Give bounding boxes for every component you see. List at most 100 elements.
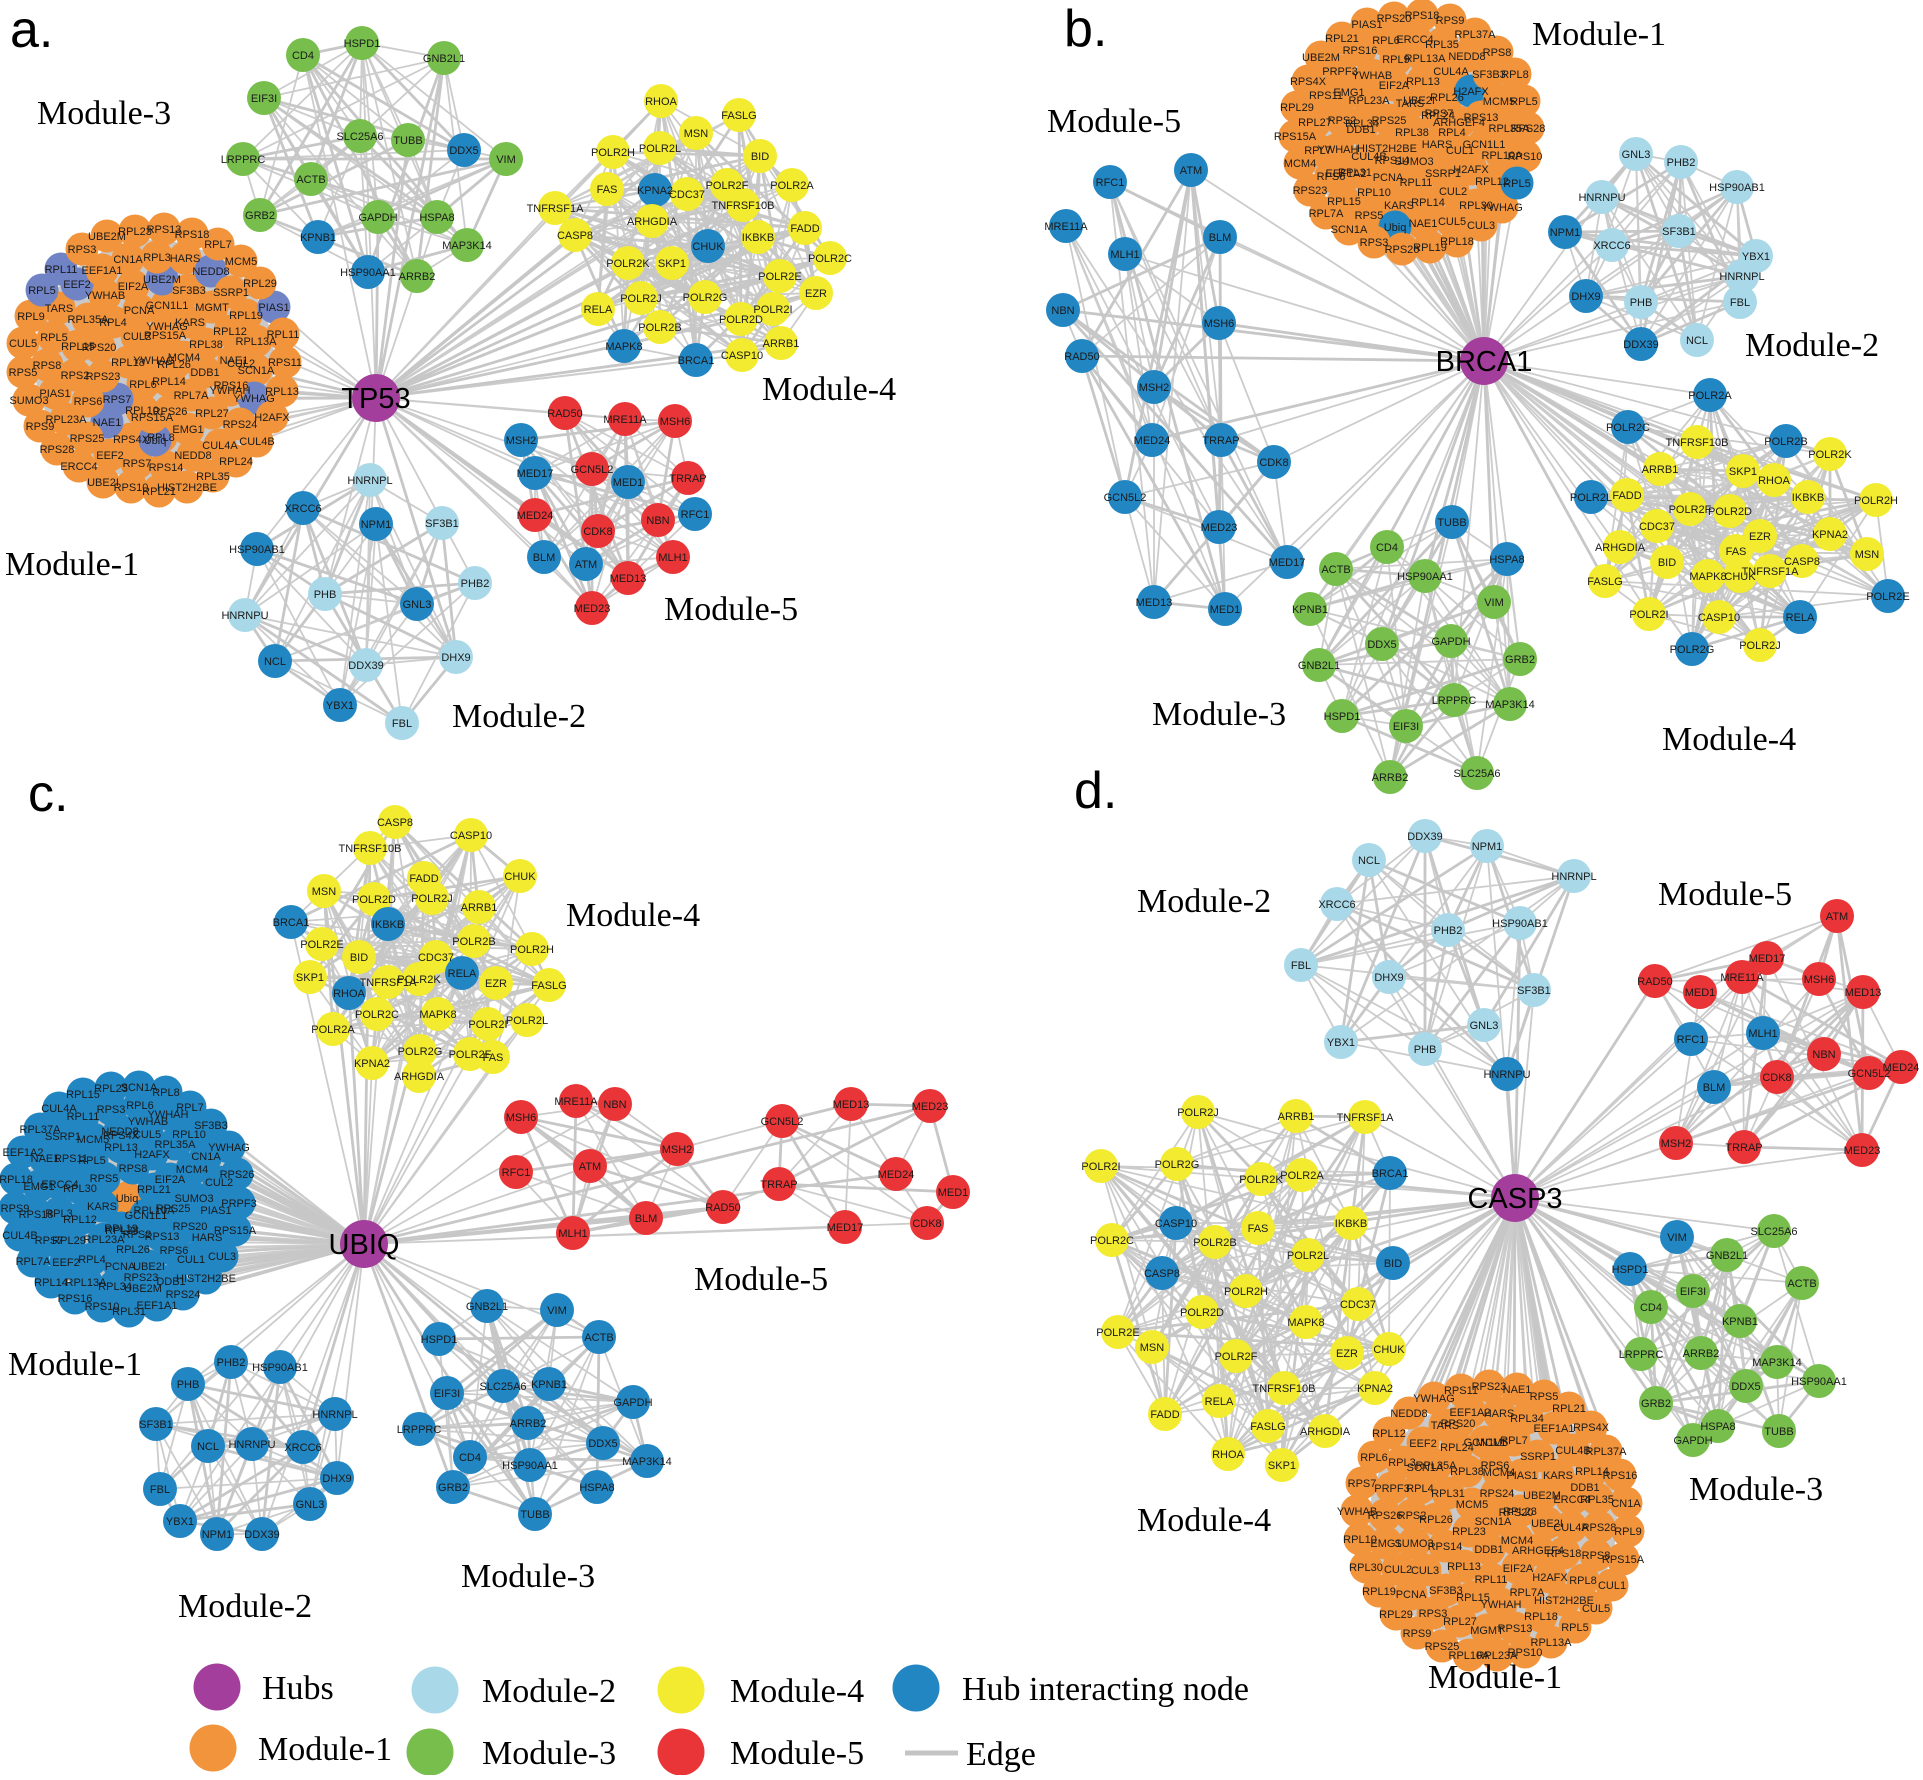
svg-text:RPL35A: RPL35A bbox=[1416, 1460, 1458, 1472]
svg-text:POLR2J: POLR2J bbox=[1739, 640, 1781, 652]
svg-text:RPL7: RPL7 bbox=[1304, 145, 1332, 157]
svg-text:Module-3: Module-3 bbox=[1689, 1471, 1823, 1508]
svg-text:RPS4X: RPS4X bbox=[103, 1130, 140, 1142]
svg-text:MRE11A: MRE11A bbox=[603, 414, 647, 426]
svg-text:RPL35: RPL35 bbox=[1425, 39, 1459, 51]
svg-text:CUL4A: CUL4A bbox=[41, 1103, 77, 1115]
svg-text:GNL3: GNL3 bbox=[403, 599, 432, 611]
svg-text:UBE2M: UBE2M bbox=[1523, 1490, 1561, 1502]
svg-text:YWHAH: YWHAH bbox=[148, 1109, 189, 1121]
svg-text:FAS: FAS bbox=[483, 1052, 504, 1064]
svg-text:RPS8: RPS8 bbox=[33, 360, 62, 372]
svg-text:MED24: MED24 bbox=[1883, 1062, 1920, 1074]
svg-text:EMG1: EMG1 bbox=[23, 1181, 54, 1193]
svg-text:HSPA8: HSPA8 bbox=[1489, 554, 1524, 566]
svg-text:SCN1A: SCN1A bbox=[1475, 1516, 1512, 1528]
svg-text:POLR2E: POLR2E bbox=[300, 939, 343, 951]
svg-text:RPL35A: RPL35A bbox=[1489, 123, 1531, 135]
svg-text:KPNA2: KPNA2 bbox=[1357, 1383, 1393, 1395]
svg-text:Module-2: Module-2 bbox=[1745, 327, 1879, 364]
svg-text:Module-1: Module-1 bbox=[1428, 1659, 1562, 1696]
svg-text:CUL3: CUL3 bbox=[1467, 220, 1495, 232]
svg-text:RPS20: RPS20 bbox=[173, 1221, 208, 1233]
svg-text:RPL10: RPL10 bbox=[1357, 187, 1391, 199]
svg-text:ARRB1: ARRB1 bbox=[1278, 1111, 1315, 1123]
svg-text:Module-5: Module-5 bbox=[1047, 103, 1181, 140]
svg-text:RPS6: RPS6 bbox=[1481, 1460, 1510, 1472]
svg-text:GNB2L1: GNB2L1 bbox=[466, 1301, 508, 1313]
svg-text:UBE2M: UBE2M bbox=[143, 274, 181, 286]
svg-text:RPS18: RPS18 bbox=[175, 229, 210, 241]
svg-text:RPL26: RPL26 bbox=[1430, 92, 1464, 104]
svg-text:POLR2B: POLR2B bbox=[452, 936, 495, 948]
svg-text:SLC25A6: SLC25A6 bbox=[336, 131, 383, 143]
svg-text:EEF2: EEF2 bbox=[63, 279, 91, 291]
svg-text:POLR2L: POLR2L bbox=[639, 143, 681, 155]
svg-text:RELA: RELA bbox=[1786, 612, 1815, 624]
svg-text:MAP3K14: MAP3K14 bbox=[1752, 1357, 1802, 1369]
svg-text:RPL13: RPL13 bbox=[1447, 1561, 1481, 1573]
svg-text:RPS5: RPS5 bbox=[90, 1173, 119, 1185]
svg-text:HIST2H2BE: HIST2H2BE bbox=[1357, 143, 1417, 155]
svg-text:HSPD1: HSPD1 bbox=[1612, 1264, 1649, 1276]
svg-text:RPS15A: RPS15A bbox=[131, 412, 174, 424]
svg-text:CUL1: CUL1 bbox=[1446, 145, 1474, 157]
svg-text:RPS25: RPS25 bbox=[1372, 115, 1407, 127]
svg-text:RPL3: RPL3 bbox=[143, 252, 171, 264]
svg-text:MED23: MED23 bbox=[1844, 1145, 1881, 1157]
svg-text:CDK8: CDK8 bbox=[912, 1218, 941, 1230]
svg-text:GCN5L2: GCN5L2 bbox=[1104, 492, 1147, 504]
svg-text:POLR2C: POLR2C bbox=[808, 253, 852, 265]
svg-text:RPL38: RPL38 bbox=[189, 339, 223, 351]
svg-text:PHB: PHB bbox=[1414, 1044, 1437, 1056]
svg-text:FASLG: FASLG bbox=[1250, 1421, 1285, 1433]
svg-text:EIF2A: EIF2A bbox=[155, 1174, 186, 1186]
svg-text:RPS9: RPS9 bbox=[1403, 1628, 1432, 1640]
svg-text:EIF3I: EIF3I bbox=[1680, 1286, 1706, 1298]
svg-text:POLR2I: POLR2I bbox=[753, 304, 792, 316]
svg-text:HARS: HARS bbox=[1484, 1408, 1515, 1420]
svg-text:CDC37: CDC37 bbox=[669, 189, 705, 201]
svg-text:MGMT: MGMT bbox=[1470, 1625, 1504, 1637]
svg-text:MLH1: MLH1 bbox=[1748, 1028, 1777, 1040]
svg-text:MSH2: MSH2 bbox=[1661, 1138, 1692, 1150]
svg-text:POLR2G: POLR2G bbox=[1670, 644, 1715, 656]
svg-text:GNL3: GNL3 bbox=[1470, 1020, 1499, 1032]
svg-text:DDX5: DDX5 bbox=[1367, 639, 1396, 651]
svg-text:XRCC6: XRCC6 bbox=[1593, 240, 1630, 252]
svg-text:POLR2B: POLR2B bbox=[1764, 436, 1807, 448]
svg-text:BID: BID bbox=[350, 952, 368, 964]
svg-text:RPL4: RPL4 bbox=[1438, 127, 1466, 139]
svg-text:POLR2I: POLR2I bbox=[1629, 609, 1668, 621]
svg-text:Edge: Edge bbox=[966, 1736, 1036, 1773]
svg-text:YWHAG: YWHAG bbox=[1481, 202, 1523, 214]
svg-text:RPS4X: RPS4X bbox=[1573, 1422, 1610, 1434]
svg-text:Module-1: Module-1 bbox=[5, 546, 139, 583]
svg-text:RPL19: RPL19 bbox=[1413, 242, 1447, 254]
svg-text:POLR2D: POLR2D bbox=[352, 894, 396, 906]
svg-text:HSPA8: HSPA8 bbox=[579, 1482, 614, 1494]
svg-text:RPL24: RPL24 bbox=[1421, 110, 1455, 122]
svg-text:RPS23: RPS23 bbox=[124, 1272, 159, 1284]
svg-text:Module-3: Module-3 bbox=[1152, 696, 1286, 733]
svg-text:RPL13: RPL13 bbox=[104, 1142, 138, 1154]
svg-text:YWHAB: YWHAB bbox=[1352, 70, 1392, 82]
svg-text:CDC37: CDC37 bbox=[1340, 1299, 1376, 1311]
svg-text:GNB2L1: GNB2L1 bbox=[1298, 660, 1340, 672]
svg-text:ACTB: ACTB bbox=[296, 174, 325, 186]
svg-text:MSN: MSN bbox=[1140, 1342, 1165, 1354]
svg-text:Ubiq: Ubiq bbox=[1384, 222, 1407, 234]
svg-text:KPNA2: KPNA2 bbox=[1812, 529, 1848, 541]
svg-text:RPS15A: RPS15A bbox=[1602, 1554, 1645, 1566]
svg-text:GCN1L1: GCN1L1 bbox=[146, 300, 189, 312]
svg-text:GNL3: GNL3 bbox=[1622, 149, 1651, 161]
svg-text:RPL23A: RPL23A bbox=[46, 414, 88, 426]
svg-text:RPL10: RPL10 bbox=[125, 405, 159, 417]
svg-text:RPS7: RPS7 bbox=[123, 458, 152, 470]
svg-text:CUL2: CUL2 bbox=[227, 358, 255, 370]
svg-text:HNRNPU: HNRNPU bbox=[221, 610, 268, 622]
svg-text:RPS10: RPS10 bbox=[1508, 151, 1543, 163]
svg-text:RPS8: RPS8 bbox=[119, 1163, 148, 1175]
svg-text:EIF3I: EIF3I bbox=[434, 1388, 460, 1400]
svg-text:RPL35A: RPL35A bbox=[68, 314, 110, 326]
